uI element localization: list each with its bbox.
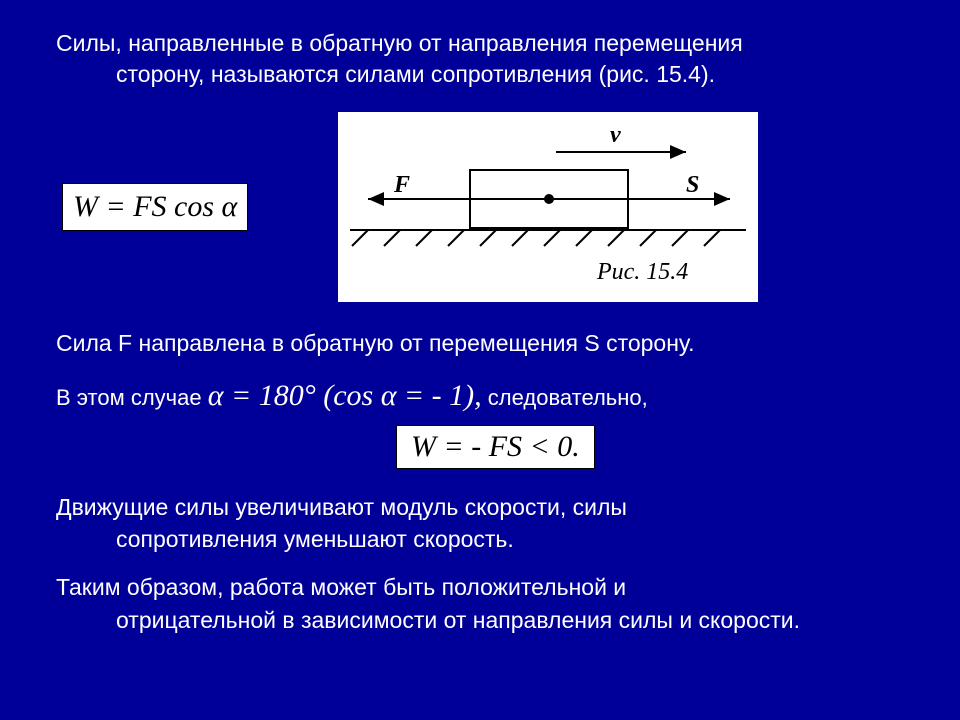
slide: Силы, направленные в обратную от направл…: [0, 0, 960, 664]
p-conclusion: Таким образом, работа может быть положит…: [56, 571, 904, 635]
intro-line-2: сторону, называются силами сопротивления…: [56, 59, 904, 90]
p-angle-b: α = 180° (cos α = - 1),: [208, 379, 482, 412]
label-F: F: [393, 172, 410, 198]
p4-l1: Движущие силы увеличивают модуль скорост…: [56, 494, 627, 520]
intro-line-1: Силы, направленные в обратную от направл…: [56, 28, 904, 59]
formula-work: W = FS cos α: [62, 183, 248, 231]
diagram-row: W = FS cos α: [56, 112, 904, 302]
formula-negative-work: W = - FS < 0.: [396, 425, 595, 469]
p4-l2: сопротивления уменьшают скорость.: [56, 523, 904, 555]
p5-l1: Таким образом, работа может быть положит…: [56, 574, 626, 600]
p-angle: В этом случае α = 180° (cos α = - 1), сл…: [56, 379, 904, 413]
p-driving-forces: Движущие силы увеличивают модуль скорост…: [56, 491, 904, 555]
p-force-direction: Сила F направлена в обратную от перемеще…: [56, 330, 904, 357]
diagram-caption: Рис. 15.4: [597, 259, 688, 286]
formula-row-2: W = - FS < 0.: [56, 425, 904, 469]
label-v: v: [610, 122, 621, 148]
force-diagram: v F S Рис. 15.4: [338, 112, 758, 302]
intro-paragraph: Силы, направленные в обратную от направл…: [56, 28, 904, 90]
p-angle-c: следовательно,: [482, 385, 648, 410]
diagram-svg: v F S: [338, 112, 758, 302]
p-angle-a: В этом случае: [56, 385, 208, 410]
label-S: S: [686, 172, 699, 198]
p5-l2: отрицательной в зависимости от направлен…: [56, 604, 904, 636]
